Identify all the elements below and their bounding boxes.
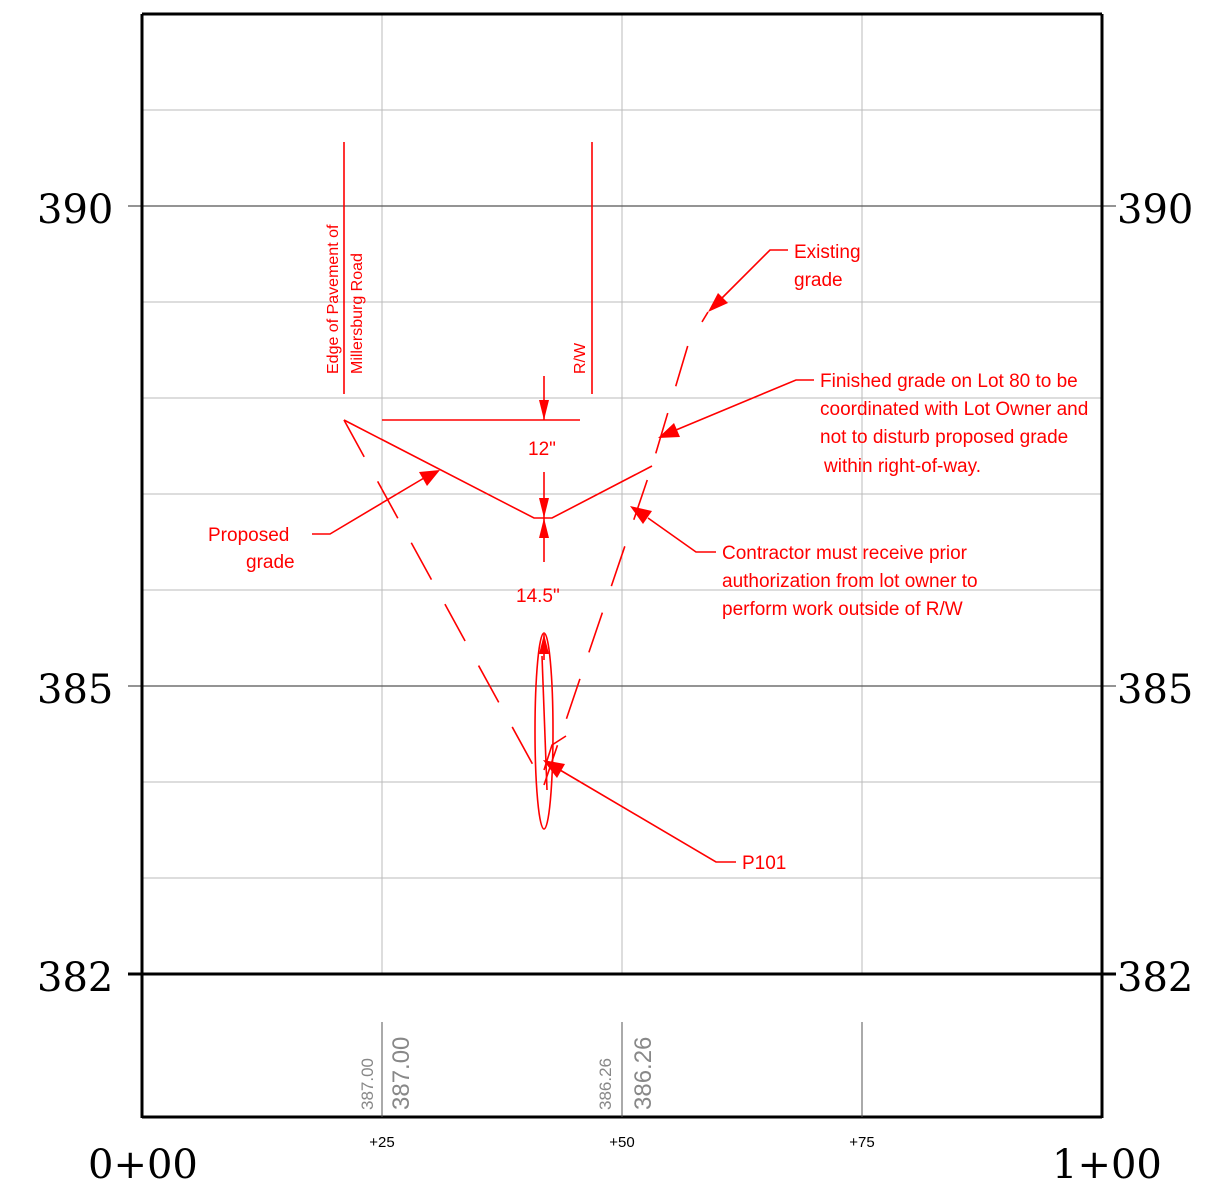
existing-grade-label-2: grade — [794, 270, 843, 291]
p101-leader — [559, 769, 736, 863]
edge-pavement-label-2: Millersburg Road — [349, 253, 366, 374]
dim-12-top-arrow — [539, 400, 549, 420]
station-25: +25 — [369, 1134, 394, 1151]
proposed-grade-label-1: Proposed — [208, 525, 289, 546]
station-start: 0+00 — [88, 1142, 198, 1188]
elev-382-left: 382 — [37, 955, 113, 1001]
elev-390-right: 390 — [1117, 187, 1193, 233]
pipe-inner — [541, 655, 548, 791]
station-end: 1+00 — [1052, 1142, 1162, 1188]
existing-grade-right — [543, 311, 709, 786]
p101-arrow — [543, 760, 565, 778]
elev-385-left: 385 — [37, 667, 113, 713]
finished-grade-label-2: coordinated with Lot Owner and — [820, 399, 1088, 420]
existing-grade-left — [343, 419, 545, 786]
proposed-grade-arrow — [419, 470, 440, 486]
contractor-leader — [647, 517, 716, 553]
proposed-grade-label-2: grade — [246, 552, 295, 573]
existing-grade-leader — [717, 249, 788, 303]
station-ticks — [381, 1022, 863, 1117]
elev-382-right: 382 — [1117, 955, 1193, 1001]
contractor-label-3: perform work outside of R/W — [722, 599, 963, 620]
dim-145-bottom-arrow — [539, 634, 549, 654]
value-50-small: 386.26 — [596, 1058, 615, 1110]
elev-385-right: 385 — [1117, 667, 1193, 713]
dim-145-label: 14.5" — [516, 586, 560, 607]
finished-grade-label-3: not to disturb proposed grade — [820, 427, 1068, 448]
value-50-big: 386.26 — [630, 1037, 657, 1110]
contractor-label-1: Contractor must receive prior — [722, 543, 968, 564]
finished-grade-label-1: Finished grade on Lot 80 to be — [820, 371, 1078, 392]
contractor-label-2: authorization from lot owner to — [722, 571, 978, 592]
p101-label: P101 — [742, 853, 786, 874]
contractor-arrow — [630, 506, 652, 524]
value-25-small: 387.00 — [358, 1058, 377, 1110]
finished-grade-label-4: within right-of-way. — [823, 456, 981, 477]
station-50: +50 — [609, 1134, 634, 1151]
dim-12-bottom-arrow — [539, 498, 549, 518]
proposed-grade-line — [343, 419, 653, 519]
edge-pavement-label-1: Edge of Pavement of — [325, 224, 342, 374]
existing-grade-arrow — [708, 293, 728, 312]
rw-label: R/W — [572, 342, 589, 374]
proposed-grade-leader — [312, 477, 425, 535]
major-grid — [128, 205, 1116, 687]
elev-390-left: 390 — [37, 187, 113, 233]
finished-grade-leader — [675, 379, 814, 431]
pipe-p101 — [534, 632, 554, 830]
dim-145-top-arrow — [539, 518, 549, 538]
minor-grid — [142, 14, 1102, 974]
station-75: +75 — [849, 1134, 874, 1151]
existing-grade-label-1: Existing — [794, 242, 861, 263]
value-25-big: 387.00 — [388, 1037, 415, 1110]
dim-12-label: 12" — [528, 439, 556, 460]
finished-grade-arrow — [658, 423, 680, 438]
